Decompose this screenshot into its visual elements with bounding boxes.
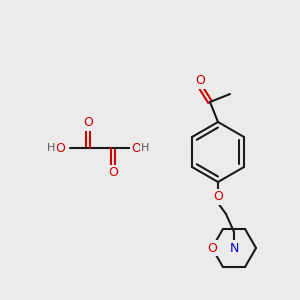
Text: O: O bbox=[55, 142, 65, 154]
Text: O: O bbox=[195, 74, 205, 88]
Text: O: O bbox=[108, 167, 118, 179]
Text: H: H bbox=[47, 143, 55, 153]
Text: N: N bbox=[229, 242, 239, 254]
Text: O: O bbox=[131, 142, 141, 154]
Text: N: N bbox=[229, 242, 239, 254]
Text: H: H bbox=[141, 143, 149, 153]
Text: O: O bbox=[83, 116, 93, 130]
Text: O: O bbox=[207, 242, 217, 254]
Text: O: O bbox=[213, 190, 223, 203]
